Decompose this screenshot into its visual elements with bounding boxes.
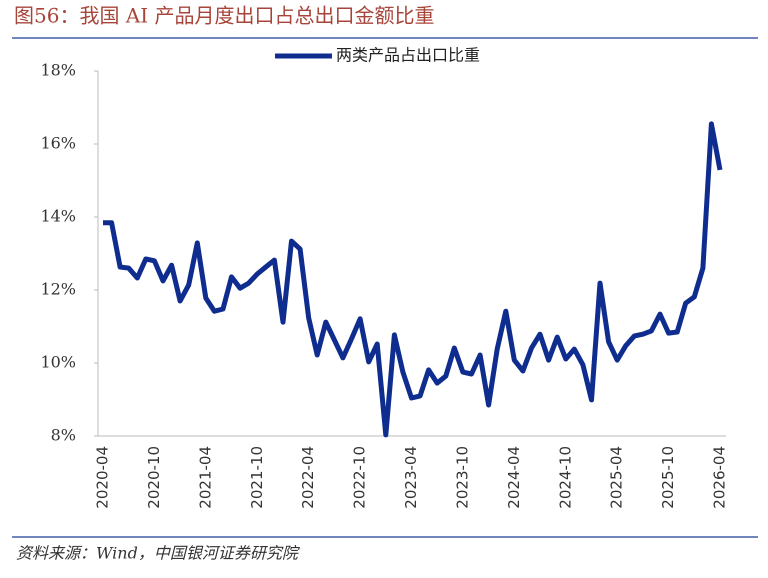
y-tick-label: 18% <box>40 61 76 80</box>
legend-label: 两类产品占出口比重 <box>336 46 480 65</box>
x-tick-label: 2020-04 <box>94 446 112 509</box>
x-tick-label: 2020-10 <box>145 446 163 509</box>
source-note: 资料来源：Wind，中国银河证券研究院 <box>16 544 301 563</box>
x-tick-label: 2022-04 <box>299 446 317 509</box>
x-tick-label: 2023-04 <box>402 446 420 509</box>
x-tick-label: 2024-10 <box>556 446 574 509</box>
chart-title: 图56：我国 AI 产品月度出口占总出口金额比重 <box>14 4 435 28</box>
x-tick-label: 2023-10 <box>453 446 471 509</box>
x-tick-label: 2025-10 <box>659 446 677 509</box>
data-line <box>103 121 723 438</box>
y-tick-label: 12% <box>40 280 76 299</box>
y-tick-label: 16% <box>40 134 76 153</box>
x-tick-label: 2022-10 <box>351 446 369 509</box>
x-tick-label: 2024-04 <box>505 446 523 509</box>
y-tick-label: 8% <box>51 426 76 445</box>
x-tick-label: 2025-04 <box>608 446 626 509</box>
y-tick-label: 14% <box>40 207 76 226</box>
x-tick-label: 2021-04 <box>196 446 214 509</box>
x-tick-label: 2026-04 <box>711 446 729 509</box>
x-tick-label: 2021-10 <box>248 446 266 509</box>
y-tick-label: 10% <box>40 353 76 372</box>
